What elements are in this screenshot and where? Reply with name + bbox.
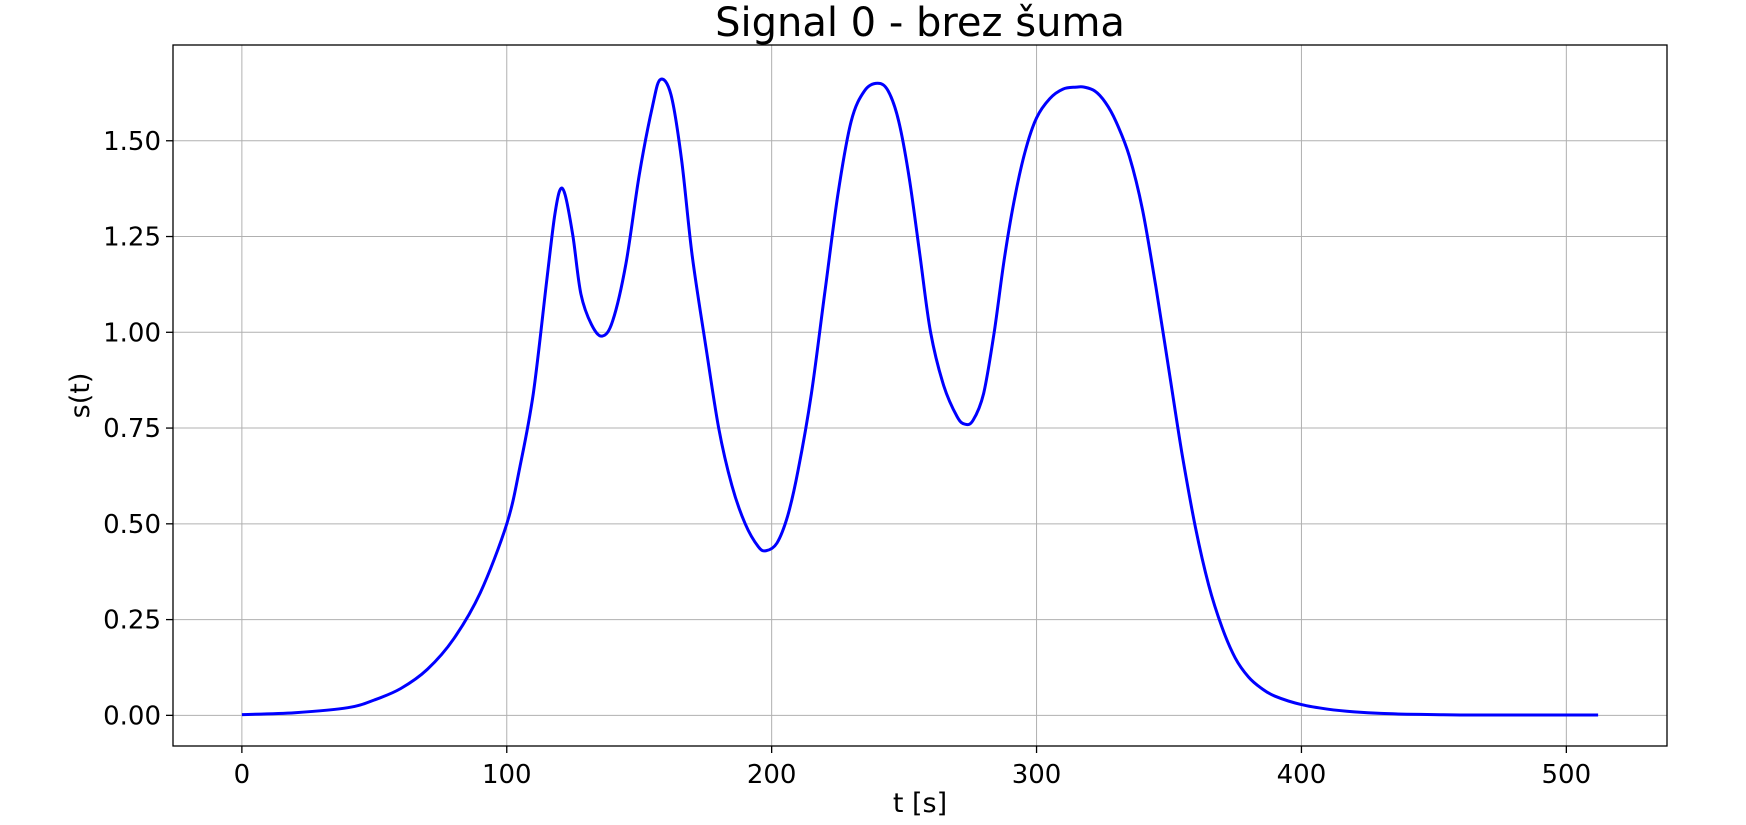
y-tick-label: 0.00 bbox=[103, 701, 161, 731]
x-tick-label: 500 bbox=[1542, 760, 1592, 790]
y-tick-label: 1.25 bbox=[103, 223, 161, 253]
line-layer bbox=[241, 77, 1599, 717]
y-tick-label: 0.50 bbox=[103, 510, 161, 540]
y-axis-label: s(t) bbox=[65, 373, 96, 419]
x-tick-label: 0 bbox=[234, 760, 251, 790]
x-tick-label: 300 bbox=[1012, 760, 1062, 790]
grid bbox=[173, 45, 1667, 746]
y-tick-label: 1.50 bbox=[103, 127, 161, 157]
chart-title: Signal 0 - brez šuma bbox=[715, 0, 1125, 46]
plot-frame bbox=[172, 44, 1668, 747]
y-tick-label: 0.75 bbox=[103, 414, 161, 444]
y-tick-label: 1.00 bbox=[103, 318, 161, 348]
y-tick-label: 0.25 bbox=[103, 606, 161, 636]
x-tick-label: 400 bbox=[1277, 760, 1327, 790]
x-tick-label: 200 bbox=[747, 760, 797, 790]
x-tick-label: 100 bbox=[482, 760, 532, 790]
signal-line bbox=[241, 77, 1599, 717]
ticks: 0 100 200 300 400 500 0.00 0.25 0.50 0.75 1.00 1.25… bbox=[103, 127, 1591, 790]
x-axis-label: t [s] bbox=[893, 788, 947, 819]
